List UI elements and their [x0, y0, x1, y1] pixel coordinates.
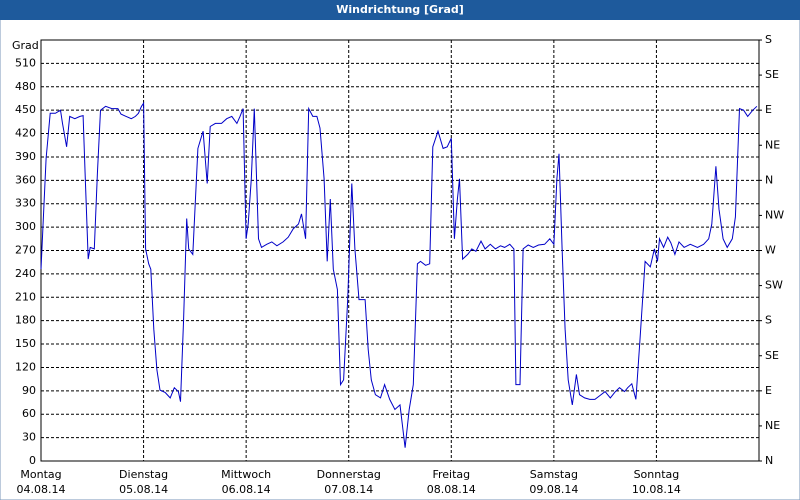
y-tick-label: 420 — [15, 127, 36, 140]
y-tick-label: 150 — [15, 337, 36, 350]
y-tick-label: 180 — [15, 314, 36, 327]
x-tick-label: Samstag — [530, 468, 578, 481]
y-tick-label: 0 — [29, 454, 36, 467]
y-tick-label: 210 — [15, 290, 36, 303]
y2-tick-label: NE — [765, 419, 780, 432]
x-tick-date: 10.08.14 — [632, 483, 681, 496]
x-tick-date: 08.08.14 — [427, 483, 476, 496]
y2-tick-label: S — [765, 33, 772, 46]
y-tick-label: 270 — [15, 244, 36, 257]
x-tick-date: 09.08.14 — [529, 483, 578, 496]
y2-tick-label: E — [765, 384, 772, 397]
data-line — [40, 101, 758, 448]
y-tick-label: 120 — [15, 360, 36, 373]
y2-tick-label: NE — [765, 138, 780, 151]
y-tick-label: 480 — [15, 80, 36, 93]
y2-tick-label: W — [765, 244, 776, 257]
y-tick-label: 30 — [22, 431, 36, 444]
y2-tick-label: SE — [765, 68, 779, 81]
x-tick-label: Dienstag — [119, 468, 168, 481]
x-tick-date: 05.08.14 — [119, 483, 168, 496]
x-tick-label: Mittwoch — [221, 468, 271, 481]
y-axis-label: Grad — [12, 39, 39, 52]
y-tick-label: 330 — [15, 197, 36, 210]
y2-tick-label: SE — [765, 349, 779, 362]
y-tick-label: 90 — [22, 384, 36, 397]
x-tick-date: 04.08.14 — [17, 483, 66, 496]
x-tick-label: Montag — [20, 468, 61, 481]
y2-tick-label: S — [765, 314, 772, 327]
x-tick-date: 07.08.14 — [324, 483, 373, 496]
title-bar — [0, 0, 800, 20]
y2-tick-label: NW — [765, 208, 784, 221]
y-tick-label: 450 — [15, 103, 36, 116]
y2-tick-label: SW — [765, 279, 783, 292]
x-tick-label: Sonntag — [634, 468, 680, 481]
y-tick-label: 390 — [15, 150, 36, 163]
y-tick-label: 510 — [15, 56, 36, 69]
chart-title: Windrichtung [Grad] — [336, 3, 464, 16]
x-tick-label: Donnerstag — [317, 468, 381, 481]
y-tick-label: 300 — [15, 220, 36, 233]
y2-tick-label: E — [765, 103, 772, 116]
y-tick-label: 360 — [15, 173, 36, 186]
y2-tick-label: N — [765, 173, 773, 186]
x-tick-label: Freitag — [432, 468, 470, 481]
y-tick-label: 240 — [15, 267, 36, 280]
y-tick-label: 60 — [22, 407, 36, 420]
x-tick-date: 06.08.14 — [222, 483, 271, 496]
y2-tick-label: N — [765, 454, 773, 467]
